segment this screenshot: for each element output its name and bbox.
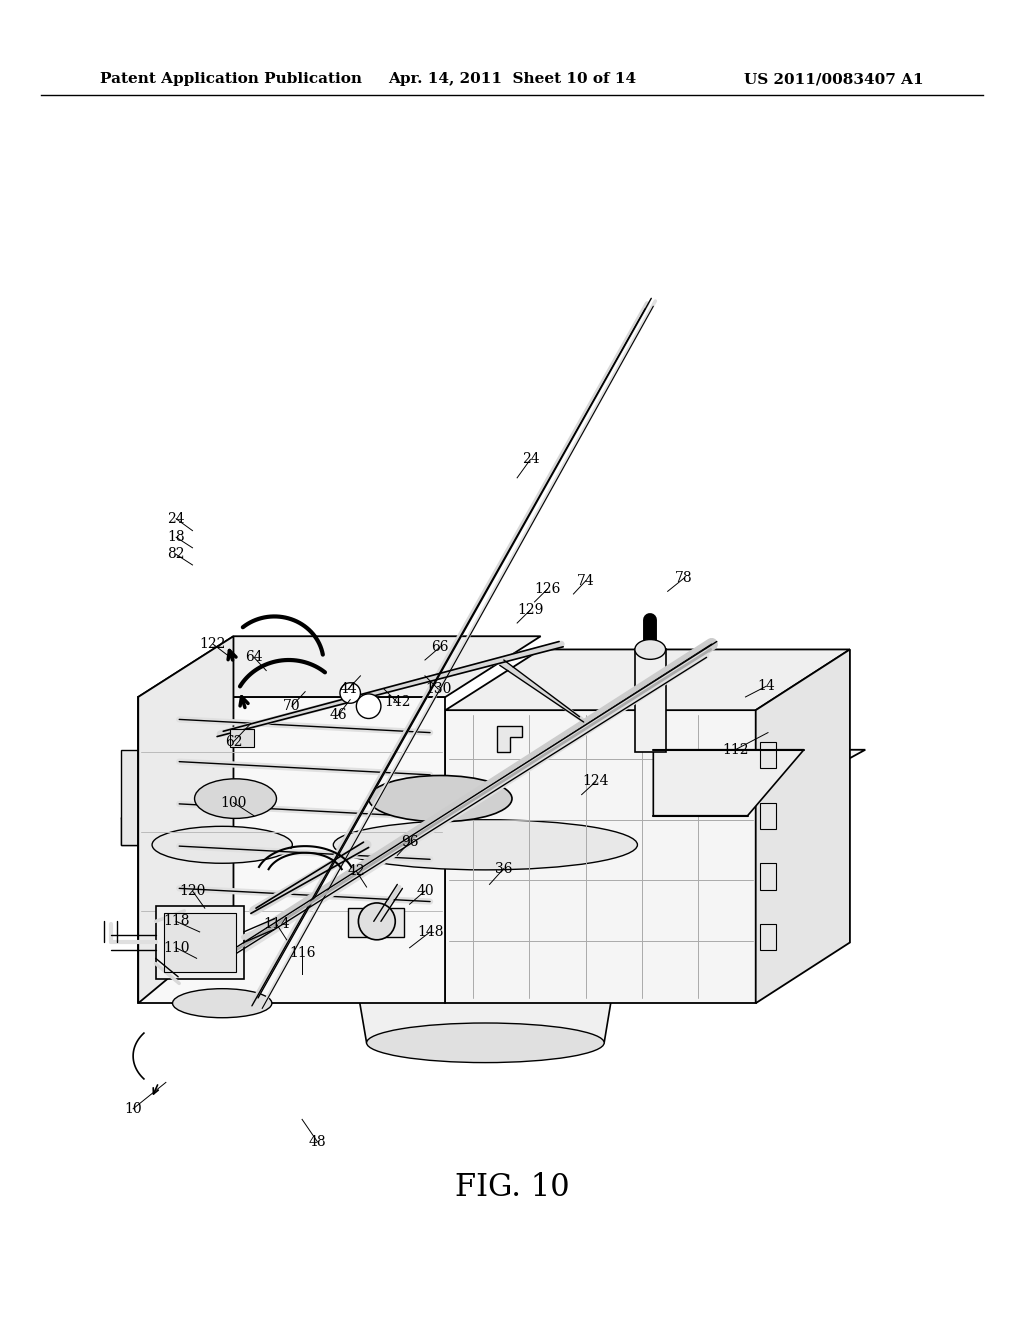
Text: 148: 148 — [417, 925, 443, 939]
Polygon shape — [760, 803, 776, 829]
Ellipse shape — [369, 776, 512, 821]
Polygon shape — [121, 750, 486, 845]
Polygon shape — [138, 636, 233, 1003]
Text: 82: 82 — [167, 548, 185, 561]
Text: 100: 100 — [220, 796, 247, 809]
Circle shape — [340, 682, 360, 704]
Text: 46: 46 — [329, 709, 347, 722]
Polygon shape — [760, 742, 776, 768]
Text: 40: 40 — [416, 884, 434, 898]
Text: 130: 130 — [425, 682, 452, 696]
Text: US 2011/0083407 A1: US 2011/0083407 A1 — [744, 73, 924, 86]
Text: 70: 70 — [283, 700, 301, 713]
Text: 44: 44 — [339, 682, 357, 696]
Polygon shape — [653, 750, 804, 816]
Text: 124: 124 — [583, 775, 609, 788]
Text: 112: 112 — [722, 743, 749, 756]
Text: 14: 14 — [757, 680, 775, 693]
Text: 36: 36 — [495, 862, 513, 875]
Ellipse shape — [152, 826, 293, 863]
Text: 142: 142 — [384, 696, 411, 709]
Polygon shape — [152, 845, 292, 1003]
Text: 48: 48 — [308, 1135, 327, 1148]
Ellipse shape — [367, 1023, 604, 1063]
Circle shape — [356, 694, 381, 718]
Polygon shape — [445, 649, 850, 710]
Text: 24: 24 — [167, 512, 185, 525]
Text: 66: 66 — [431, 640, 450, 653]
Ellipse shape — [334, 820, 637, 870]
Polygon shape — [156, 906, 244, 979]
Polygon shape — [348, 908, 404, 937]
Text: 120: 120 — [179, 884, 206, 898]
Polygon shape — [635, 649, 666, 752]
Ellipse shape — [195, 779, 276, 818]
Text: 126: 126 — [535, 582, 561, 595]
Polygon shape — [333, 845, 637, 1043]
Polygon shape — [230, 729, 254, 747]
Text: 129: 129 — [517, 603, 544, 616]
Text: 18: 18 — [167, 531, 185, 544]
Polygon shape — [121, 750, 865, 818]
Text: 122: 122 — [200, 638, 226, 651]
Circle shape — [358, 903, 395, 940]
Text: 62: 62 — [224, 735, 243, 748]
Polygon shape — [445, 710, 756, 1003]
Text: 74: 74 — [577, 574, 595, 587]
Polygon shape — [760, 924, 776, 950]
Text: 64: 64 — [245, 651, 263, 664]
Text: Patent Application Publication: Patent Application Publication — [100, 73, 362, 86]
Text: 96: 96 — [400, 836, 419, 849]
Text: 110: 110 — [163, 941, 189, 954]
Polygon shape — [497, 726, 522, 752]
Text: 10: 10 — [124, 1102, 142, 1115]
Text: 24: 24 — [521, 453, 540, 466]
Text: 118: 118 — [163, 915, 189, 928]
Polygon shape — [121, 818, 739, 845]
Text: FIG. 10: FIG. 10 — [455, 1172, 569, 1204]
Polygon shape — [760, 863, 776, 890]
Text: 116: 116 — [289, 946, 315, 960]
Text: 78: 78 — [675, 572, 693, 585]
Ellipse shape — [635, 639, 666, 659]
Ellipse shape — [172, 989, 272, 1018]
Text: 114: 114 — [263, 917, 290, 931]
Polygon shape — [164, 913, 236, 972]
Text: Apr. 14, 2011  Sheet 10 of 14: Apr. 14, 2011 Sheet 10 of 14 — [388, 73, 636, 86]
Text: 42: 42 — [347, 865, 366, 878]
Polygon shape — [138, 697, 445, 1003]
Polygon shape — [756, 649, 850, 1003]
Polygon shape — [138, 636, 541, 697]
